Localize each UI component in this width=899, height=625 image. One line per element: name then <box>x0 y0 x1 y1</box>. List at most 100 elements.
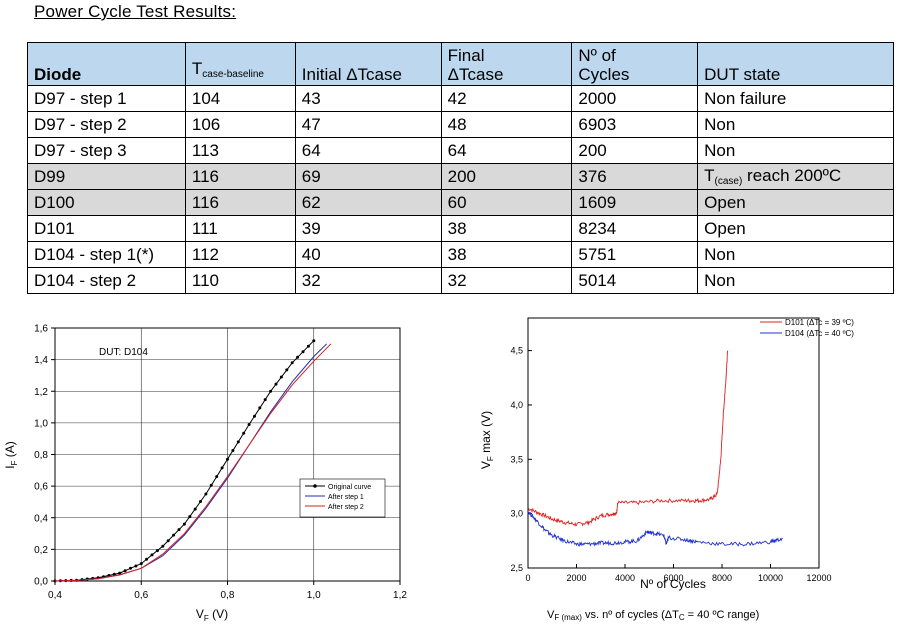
cell-final: 42 <box>440 85 573 112</box>
legend: Original curve After step 1 After step 2 <box>299 478 386 518</box>
series-line-0 <box>528 350 729 527</box>
data-point <box>182 522 186 526</box>
header-diode: Diode <box>27 42 186 86</box>
cell-initial: 43 <box>294 85 442 112</box>
results-table: Diode Tcase-baseline Initial ΔTcase Fina… <box>27 42 894 294</box>
y-tick-label: 1,4 <box>34 355 48 366</box>
data-point <box>279 375 283 379</box>
cell-final: 48 <box>440 111 573 138</box>
y-tick-label: 1,6 <box>34 324 48 335</box>
cell-cycles: 200 <box>571 137 699 164</box>
cell-initial: 32 <box>294 267 442 294</box>
x-axis-label: VF (V) <box>196 607 228 623</box>
table-row: D104 - step 1(*) 112 40 38 5751 Non <box>27 241 894 268</box>
header-dut-state: DUT state <box>697 42 894 86</box>
cell-state: Open <box>697 215 894 242</box>
cell-initial: 40 <box>294 241 442 268</box>
x-tick-label: 1,2 <box>393 590 407 601</box>
series-line-0 <box>54 340 315 582</box>
y-tick-label: 0,0 <box>34 577 48 588</box>
x-tick-label: 0 <box>525 573 530 583</box>
cell-diode: D97 - step 1 <box>27 85 186 112</box>
data-point <box>172 533 176 537</box>
header-number-of-cycles: Nº of Cycles <box>571 42 699 86</box>
cell-state: T(case) reach 200ºC <box>697 163 894 190</box>
cell-initial: 47 <box>294 111 442 138</box>
data-point <box>166 539 170 543</box>
cell-cycles: 6903 <box>571 111 699 138</box>
cell-diode: D104 - step 2 <box>27 267 186 294</box>
dut-annotation: DUT: D104 <box>99 347 148 358</box>
cell-final: 200 <box>440 163 573 190</box>
cell-tcase: 111 <box>184 215 296 242</box>
header-tcase-baseline: Tcase-baseline <box>184 42 296 86</box>
data-point <box>155 549 159 553</box>
cell-tcase: 106 <box>184 111 296 138</box>
cell-initial: 39 <box>294 215 442 242</box>
cell-cycles: 5751 <box>571 241 699 268</box>
x-tick-label: 0,6 <box>134 590 148 601</box>
y-tick-label: 3,0 <box>510 509 523 519</box>
y-tick-label: 0,2 <box>34 545 48 556</box>
cell-initial: 64 <box>294 137 442 164</box>
table-row: D97 - step 2 106 47 48 6903 Non <box>27 111 894 138</box>
cell-final: 38 <box>440 241 573 268</box>
cell-state: Non <box>697 267 894 294</box>
table-row: D97 - step 1 104 43 42 2000 Non failure <box>27 85 894 112</box>
data-point <box>290 361 294 365</box>
y-tick-label: 0,8 <box>34 450 48 461</box>
legend-after-step-2: After step 2 <box>328 504 364 511</box>
x-tick-label: 2000 <box>566 573 586 583</box>
y-axis-label: IF (A) <box>3 441 19 469</box>
data-point <box>285 368 289 372</box>
data-point <box>129 566 132 570</box>
data-point <box>242 431 246 435</box>
data-point <box>118 571 122 575</box>
data-point <box>123 569 127 573</box>
table-row: D99 116 69 200 376 T(case) reach 200ºC <box>27 163 894 190</box>
x-axis-label: Nº of Cycles <box>640 577 706 591</box>
header-initial-delta-tcase: Initial ΔTcase <box>294 42 442 86</box>
data-point <box>209 483 213 487</box>
series-line-2 <box>54 343 332 582</box>
cell-diode: D104 - step 1(*) <box>27 241 186 268</box>
header-final-delta-tcase: Final ΔTcase <box>440 42 573 86</box>
cell-tcase: 113 <box>184 137 296 164</box>
cell-tcase: 112 <box>184 241 296 268</box>
cell-diode: D97 - step 2 <box>27 111 186 138</box>
cell-cycles: 8234 <box>571 215 699 242</box>
data-point <box>247 423 251 426</box>
legend-d101: D101 (ΔTc = 39 ºC) <box>785 318 854 327</box>
x-tick-label: 0,8 <box>221 590 235 601</box>
data-point <box>199 500 202 503</box>
cell-final: 38 <box>440 215 573 242</box>
data-point <box>236 440 240 444</box>
table-row: D101 111 39 38 8234 Open <box>27 215 894 242</box>
data-point <box>215 475 219 479</box>
data-point <box>220 466 224 470</box>
cell-state: Non <box>697 137 894 164</box>
cell-state: Non <box>697 111 894 138</box>
y-tick-label: 0,6 <box>34 482 48 493</box>
data-point <box>204 492 208 496</box>
cell-state: Non <box>697 241 894 268</box>
cell-tcase: 116 <box>184 189 296 216</box>
data-point <box>312 339 316 343</box>
cell-cycles: 1609 <box>571 189 699 216</box>
data-point <box>274 382 278 386</box>
y-tick-label: 3,5 <box>510 454 523 464</box>
x-tick-label: 8000 <box>712 573 732 583</box>
data-point <box>269 389 273 393</box>
cell-tcase: 104 <box>184 85 296 112</box>
cell-cycles: 5014 <box>571 267 699 294</box>
x-tick-label: 12000 <box>806 573 831 583</box>
cell-diode: D101 <box>27 215 186 242</box>
cell-initial: 62 <box>294 189 442 216</box>
cell-tcase: 116 <box>184 163 296 190</box>
data-point <box>134 564 138 568</box>
table-row: D104 - step 2 110 32 32 5014 Non <box>27 267 894 294</box>
y-tick-label: 1,2 <box>34 387 48 398</box>
cell-diode: D97 - step 3 <box>27 137 186 164</box>
data-point <box>301 350 305 354</box>
series-line-1 <box>54 343 328 582</box>
